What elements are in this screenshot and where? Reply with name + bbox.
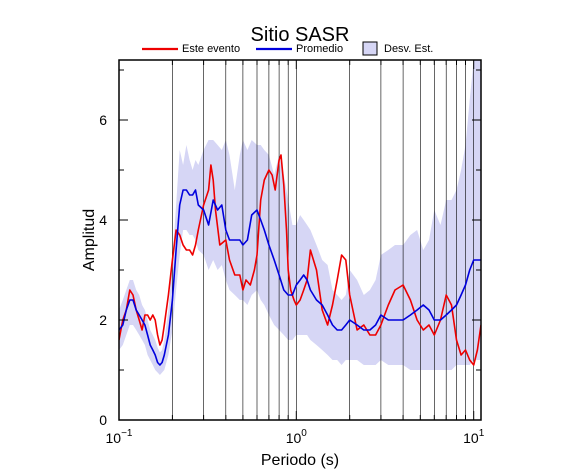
y-tick-label-3: 6 xyxy=(99,112,107,128)
std-dev-band xyxy=(119,60,481,375)
x-tick-label-1: 100 xyxy=(286,428,308,446)
x-tick-label-0: 10−1 xyxy=(106,428,133,446)
series-line-1 xyxy=(119,189,481,366)
legend-swatch-desv-est xyxy=(362,41,378,56)
grid-layer xyxy=(118,60,475,420)
legend-label-este-evento: Este evento xyxy=(182,43,240,55)
x-tick-label-1-exp: 0 xyxy=(301,428,307,439)
y-axis-label: Amplitud xyxy=(81,209,98,271)
legend: Este evento Promedio Desv. Est. xyxy=(142,41,433,56)
x-tick-label-1-base: 10 xyxy=(286,430,302,446)
x-tick-label-2: 101 xyxy=(463,428,485,446)
x-tick-label-2-exp: 1 xyxy=(479,428,485,439)
y-tick-label-0: 0 xyxy=(99,412,107,428)
legend-label-desv-est: Desv. Est. xyxy=(384,43,433,55)
legend-label-promedio: Promedio xyxy=(296,43,343,55)
series-line-0 xyxy=(119,154,481,366)
x-tick-label-0-base: 10 xyxy=(106,430,122,446)
y-tick-label-1: 2 xyxy=(99,312,107,328)
series-layer xyxy=(119,154,481,366)
plot-frame xyxy=(118,59,482,421)
x-tick-label-0-exp: −1 xyxy=(121,428,133,439)
x-axis-label: Periodo (s) xyxy=(261,452,339,469)
band-layer xyxy=(119,60,481,375)
chart-title: Sitio SASR xyxy=(251,24,350,46)
ticks-layer xyxy=(118,60,481,421)
y-tick-label-2: 4 xyxy=(99,212,107,228)
x-tick-label-2-base: 10 xyxy=(463,430,479,446)
